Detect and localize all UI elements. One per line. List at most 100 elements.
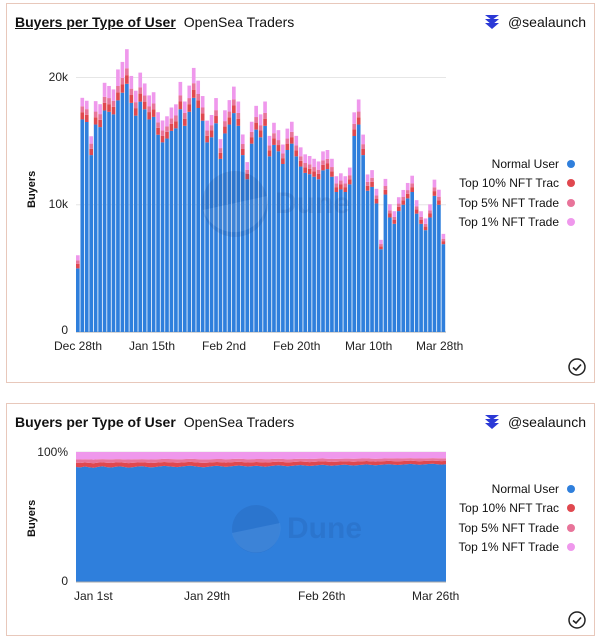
- bar-segment-top1[interactable]: [370, 170, 374, 178]
- bar-segment-top10[interactable]: [240, 148, 245, 156]
- bar-segment-normal[interactable]: [156, 134, 160, 332]
- bar-segment-top10[interactable]: [334, 187, 339, 192]
- bar-segment-top10[interactable]: [182, 118, 187, 126]
- bar-segment-top1[interactable]: [276, 130, 281, 141]
- bar-segment-top10[interactable]: [298, 160, 303, 167]
- bar-segment-normal[interactable]: [352, 136, 357, 332]
- bar-segment-normal[interactable]: [84, 122, 89, 332]
- bar-segment-normal[interactable]: [125, 83, 129, 332]
- bar-segment-top10[interactable]: [214, 116, 218, 124]
- bar-segment-normal[interactable]: [249, 143, 254, 332]
- bar-segment-top10[interactable]: [325, 163, 330, 170]
- bar-segment-top10[interactable]: [289, 137, 294, 144]
- bar-segment-top1[interactable]: [98, 104, 102, 115]
- bar-segment-top5[interactable]: [396, 203, 401, 207]
- bar-segment-top10[interactable]: [312, 171, 316, 177]
- bar-segment-top10[interactable]: [218, 152, 223, 159]
- bar-segment-top1[interactable]: [76, 255, 80, 261]
- bar-segment-top10[interactable]: [401, 200, 406, 205]
- bar-segment-top1[interactable]: [93, 101, 98, 112]
- bar-segment-top10[interactable]: [223, 126, 227, 134]
- bar-segment-top5[interactable]: [218, 148, 223, 153]
- bar-segment-top10[interactable]: [428, 213, 432, 218]
- bar-segment-top1[interactable]: [205, 120, 209, 131]
- bar-segment-top5[interactable]: [330, 167, 334, 172]
- bar-segment-normal[interactable]: [214, 123, 218, 333]
- bar-segment-top5[interactable]: [191, 83, 196, 90]
- bar-segment-top5[interactable]: [307, 164, 312, 169]
- bar-segment-top5[interactable]: [289, 131, 294, 138]
- bar-segment-top1[interactable]: [218, 139, 223, 149]
- bar-segment-top1[interactable]: [151, 92, 156, 104]
- bar-segment-normal[interactable]: [129, 102, 134, 332]
- bar-segment-top5[interactable]: [263, 112, 267, 119]
- bar-segment-top1[interactable]: [263, 101, 267, 113]
- bar-segment-top10[interactable]: [254, 122, 258, 130]
- bar-segment-top5[interactable]: [200, 107, 205, 114]
- bar-segment-top10[interactable]: [129, 95, 134, 103]
- bar-segment-normal[interactable]: [330, 176, 334, 332]
- bar-segment-top5[interactable]: [165, 126, 169, 132]
- bar-segment-normal[interactable]: [107, 111, 111, 332]
- bar-segment-normal[interactable]: [437, 204, 441, 332]
- bar-segment-normal[interactable]: [182, 125, 187, 332]
- legend-item-normal-user[interactable]: Normal User: [453, 479, 575, 499]
- bar-segment-top1[interactable]: [347, 167, 352, 176]
- bar-segment-top10[interactable]: [276, 145, 281, 152]
- bar-segment-top5[interactable]: [405, 190, 410, 194]
- bar-segment-top10[interactable]: [392, 220, 397, 224]
- bar-segment-top1[interactable]: [272, 122, 276, 134]
- bar-segment-top5[interactable]: [138, 87, 143, 94]
- bar-segment-normal[interactable]: [405, 198, 410, 332]
- bar-segment-normal[interactable]: [281, 164, 285, 332]
- bar-segment-top10[interactable]: [396, 206, 401, 212]
- bar-segment-top10[interactable]: [142, 101, 147, 110]
- bar-segment-top1[interactable]: [182, 101, 187, 113]
- bar-segment-top1[interactable]: [232, 86, 236, 100]
- bar-segment-normal[interactable]: [254, 129, 258, 332]
- bar-segment-top10[interactable]: [441, 241, 446, 245]
- bar-segment-normal[interactable]: [383, 194, 388, 332]
- legend-item-normal-user[interactable]: Normal User: [453, 154, 575, 174]
- bar-segment-top10[interactable]: [102, 102, 107, 111]
- bar-segment-normal[interactable]: [285, 150, 290, 332]
- legend-item-top1[interactable]: Top 1% NFT Trade: [453, 213, 575, 233]
- bar-segment-top10[interactable]: [272, 138, 276, 145]
- bar-segment-top5[interactable]: [298, 156, 303, 161]
- bar-segment-top1[interactable]: [423, 218, 428, 224]
- bar-segment-top10[interactable]: [263, 118, 267, 126]
- bar-segment-normal[interactable]: [169, 130, 174, 332]
- bar-segment-top10[interactable]: [151, 109, 156, 117]
- bar-segment-top5[interactable]: [80, 106, 85, 113]
- bar-segment-top10[interactable]: [196, 100, 201, 108]
- bar-segment-top10[interactable]: [98, 119, 102, 128]
- bar-segment-top5[interactable]: [432, 187, 437, 192]
- bar-segment-top1[interactable]: [294, 135, 299, 146]
- bar-segment-top5[interactable]: [84, 109, 89, 115]
- bar-segment-top1[interactable]: [312, 158, 316, 168]
- bar-segment-top10[interactable]: [120, 84, 125, 93]
- bar-segment-top1[interactable]: [365, 174, 370, 182]
- bar-segment-top10[interactable]: [316, 173, 321, 180]
- bar-segment-top5[interactable]: [151, 103, 156, 110]
- bar-segment-top5[interactable]: [182, 112, 187, 119]
- bar-segment-top5[interactable]: [356, 111, 361, 118]
- bar-segment-top1[interactable]: [321, 151, 325, 161]
- bar-segment-top5[interactable]: [272, 133, 276, 139]
- bar-segment-top10[interactable]: [160, 135, 165, 143]
- bar-segment-top5[interactable]: [98, 114, 102, 120]
- bar-segment-normal[interactable]: [276, 151, 281, 332]
- bar-segment-top1[interactable]: [410, 175, 414, 184]
- bar-segment-top1[interactable]: [120, 61, 125, 78]
- bar-segment-top10[interactable]: [133, 108, 138, 116]
- bar-segment-top10[interactable]: [249, 137, 254, 144]
- bar-segment-normal[interactable]: [116, 100, 120, 332]
- bar-segment-top10[interactable]: [423, 226, 428, 231]
- bar-segment-top5[interactable]: [174, 115, 178, 122]
- bar-segment-top5[interactable]: [245, 169, 250, 174]
- bar-segment-top10[interactable]: [169, 123, 174, 131]
- chart-title-link[interactable]: Buyers per Type of User: [15, 14, 176, 30]
- bar-segment-top1[interactable]: [437, 189, 441, 197]
- bar-segment-top5[interactable]: [388, 210, 392, 214]
- bar-segment-top1[interactable]: [156, 112, 160, 123]
